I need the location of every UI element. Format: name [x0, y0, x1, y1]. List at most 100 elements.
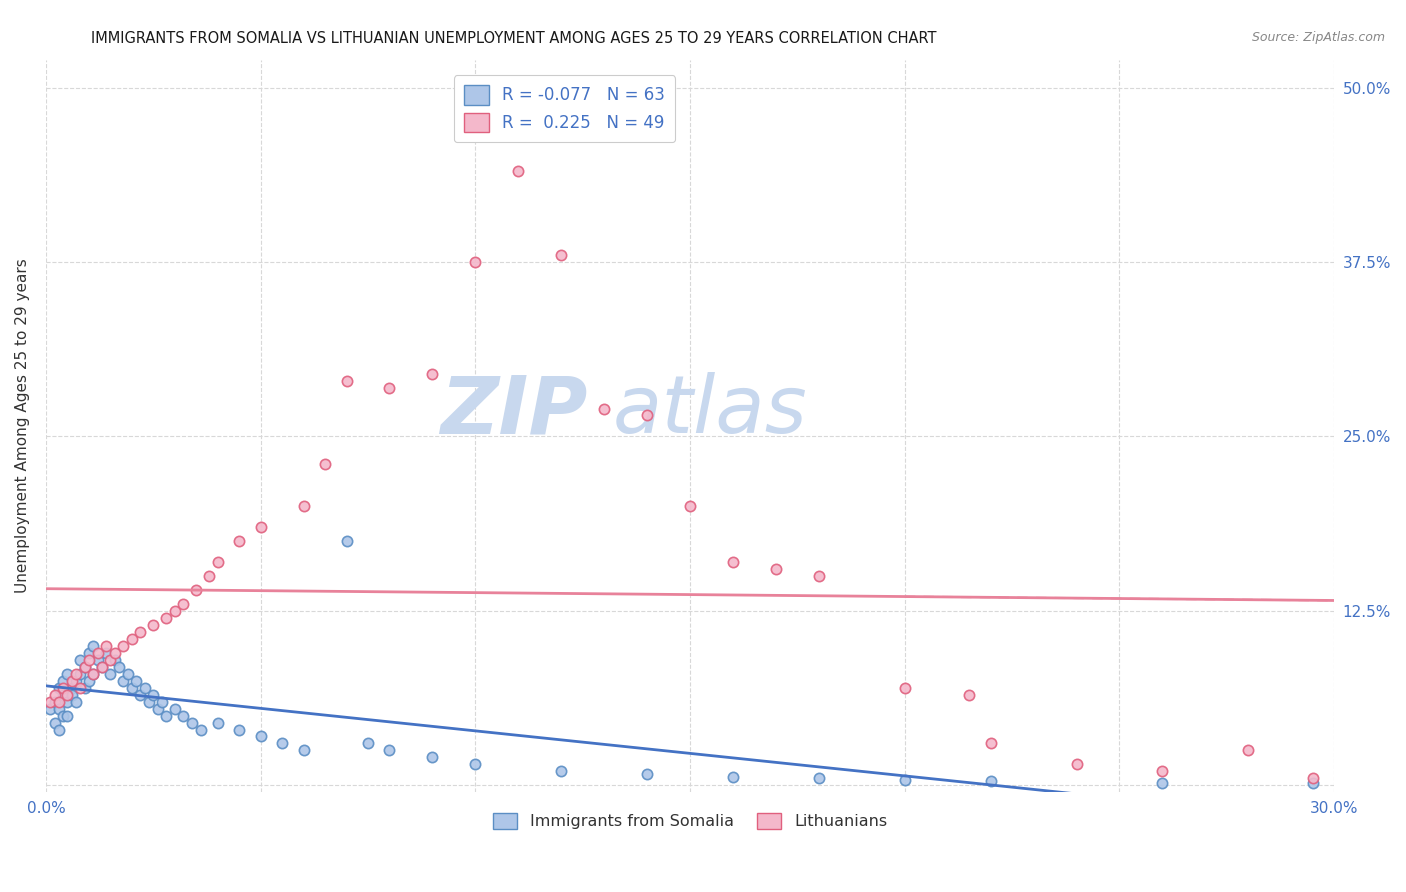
- Point: [335, 374, 357, 388]
- Point: [112, 639, 135, 653]
- Point: [69, 666, 91, 681]
- Point: [94, 646, 117, 660]
- Point: [1302, 772, 1324, 786]
- Point: [464, 255, 486, 269]
- Point: [271, 736, 294, 750]
- Point: [550, 764, 572, 779]
- Point: [163, 604, 186, 618]
- Point: [73, 659, 96, 673]
- Point: [207, 555, 229, 569]
- Point: [198, 569, 221, 583]
- Point: [980, 736, 1002, 750]
- Point: [52, 688, 75, 702]
- Point: [100, 666, 122, 681]
- Point: [721, 555, 744, 569]
- Point: [94, 639, 117, 653]
- Text: IMMIGRANTS FROM SOMALIA VS LITHUANIAN UNEMPLOYMENT AMONG AGES 25 TO 29 YEARS COR: IMMIGRANTS FROM SOMALIA VS LITHUANIAN UN…: [91, 31, 936, 46]
- Point: [60, 681, 83, 695]
- Point: [129, 688, 152, 702]
- Point: [77, 653, 100, 667]
- Point: [894, 772, 917, 787]
- Point: [48, 695, 70, 709]
- Text: atlas: atlas: [613, 372, 807, 450]
- Point: [77, 646, 100, 660]
- Point: [186, 582, 208, 597]
- Point: [112, 673, 135, 688]
- Point: [249, 520, 271, 534]
- Point: [44, 695, 66, 709]
- Point: [172, 708, 194, 723]
- Point: [48, 723, 70, 737]
- Point: [163, 701, 186, 715]
- Point: [679, 499, 702, 513]
- Point: [422, 750, 444, 764]
- Point: [60, 673, 83, 688]
- Point: [69, 681, 91, 695]
- Point: [181, 715, 204, 730]
- Point: [117, 666, 139, 681]
- Point: [142, 617, 165, 632]
- Point: [90, 659, 112, 673]
- Point: [190, 723, 212, 737]
- Point: [1302, 775, 1324, 789]
- Legend: Immigrants from Somalia, Lithuanians: Immigrants from Somalia, Lithuanians: [486, 806, 894, 836]
- Point: [82, 639, 104, 653]
- Point: [82, 666, 104, 681]
- Point: [77, 673, 100, 688]
- Point: [378, 380, 401, 394]
- Point: [1152, 775, 1174, 789]
- Point: [765, 562, 787, 576]
- Point: [65, 673, 87, 688]
- Point: [1066, 757, 1088, 772]
- Point: [155, 708, 177, 723]
- Point: [146, 701, 169, 715]
- Point: [249, 730, 271, 744]
- Point: [980, 774, 1002, 789]
- Point: [636, 767, 658, 781]
- Point: [125, 673, 148, 688]
- Point: [1237, 743, 1260, 757]
- Point: [121, 632, 143, 646]
- Text: ZIP: ZIP: [440, 372, 588, 450]
- Point: [142, 688, 165, 702]
- Point: [73, 681, 96, 695]
- Point: [314, 458, 336, 472]
- Point: [508, 164, 530, 178]
- Point: [44, 688, 66, 702]
- Point: [52, 681, 75, 695]
- Point: [172, 597, 194, 611]
- Point: [292, 499, 315, 513]
- Point: [48, 701, 70, 715]
- Point: [550, 248, 572, 262]
- Point: [90, 659, 112, 673]
- Point: [957, 688, 980, 702]
- Point: [65, 666, 87, 681]
- Point: [335, 534, 357, 549]
- Point: [73, 659, 96, 673]
- Point: [69, 653, 91, 667]
- Point: [1152, 764, 1174, 779]
- Text: Source: ZipAtlas.com: Source: ZipAtlas.com: [1251, 31, 1385, 45]
- Point: [56, 695, 79, 709]
- Point: [636, 409, 658, 423]
- Point: [65, 695, 87, 709]
- Point: [104, 646, 127, 660]
- Point: [138, 695, 160, 709]
- Point: [129, 624, 152, 639]
- Point: [228, 534, 250, 549]
- Point: [422, 367, 444, 381]
- Point: [464, 757, 486, 772]
- Point: [56, 666, 79, 681]
- Point: [56, 688, 79, 702]
- Point: [108, 659, 131, 673]
- Point: [86, 646, 108, 660]
- Point: [134, 681, 156, 695]
- Point: [121, 681, 143, 695]
- Point: [378, 743, 401, 757]
- Point: [357, 736, 380, 750]
- Point: [207, 715, 229, 730]
- Point: [52, 673, 75, 688]
- Point: [104, 653, 127, 667]
- Point: [56, 708, 79, 723]
- Point: [39, 701, 62, 715]
